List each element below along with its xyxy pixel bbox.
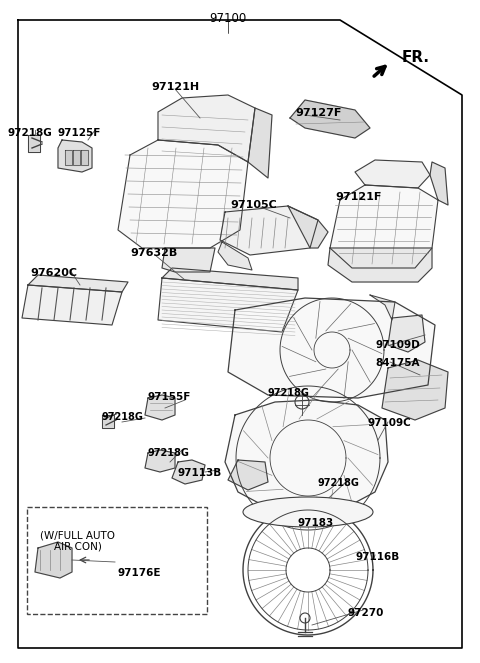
Polygon shape (228, 298, 435, 398)
Polygon shape (162, 268, 298, 290)
Text: 97218G: 97218G (8, 128, 52, 138)
Text: 97218G: 97218G (148, 448, 190, 458)
Polygon shape (158, 95, 255, 162)
Polygon shape (145, 395, 175, 420)
Polygon shape (28, 135, 40, 152)
Text: 97105C: 97105C (230, 200, 277, 210)
Polygon shape (228, 460, 268, 490)
Polygon shape (73, 150, 80, 165)
Text: 97109D: 97109D (375, 340, 420, 350)
Text: 97109C: 97109C (368, 418, 412, 428)
Polygon shape (288, 206, 328, 248)
Polygon shape (102, 415, 114, 428)
Polygon shape (118, 140, 248, 248)
Polygon shape (355, 160, 430, 188)
Polygon shape (58, 140, 92, 172)
Polygon shape (388, 315, 425, 352)
Text: 97121H: 97121H (151, 82, 199, 92)
Text: 97113B: 97113B (178, 468, 222, 478)
Ellipse shape (243, 497, 373, 527)
Polygon shape (382, 360, 448, 420)
Polygon shape (220, 206, 318, 255)
Polygon shape (65, 150, 72, 165)
Polygon shape (290, 100, 370, 138)
Text: 97620C: 97620C (30, 268, 77, 278)
Text: 97218G: 97218G (102, 412, 144, 422)
Polygon shape (370, 295, 395, 320)
Text: 97121F: 97121F (335, 192, 382, 202)
Polygon shape (22, 285, 122, 325)
Text: 97127F: 97127F (295, 108, 341, 118)
FancyBboxPatch shape (27, 507, 207, 614)
Polygon shape (145, 450, 175, 472)
Text: 97155F: 97155F (148, 392, 192, 402)
Polygon shape (225, 400, 388, 512)
Text: 97183: 97183 (298, 518, 334, 528)
Polygon shape (172, 460, 205, 484)
Text: 97218G: 97218G (318, 478, 360, 488)
Polygon shape (158, 278, 298, 332)
Text: 97100: 97100 (209, 12, 247, 25)
Text: (W/FULL AUTO
AIR CON): (W/FULL AUTO AIR CON) (40, 530, 116, 552)
Text: 97218G: 97218G (268, 388, 310, 398)
Polygon shape (430, 162, 448, 205)
Text: 97270: 97270 (348, 608, 384, 618)
Polygon shape (330, 185, 438, 268)
Text: 97116B: 97116B (355, 552, 399, 562)
Polygon shape (35, 542, 72, 578)
Polygon shape (28, 275, 128, 292)
Polygon shape (328, 248, 432, 282)
Polygon shape (218, 242, 252, 270)
Polygon shape (162, 248, 215, 272)
Text: 97176E: 97176E (118, 568, 161, 578)
Polygon shape (248, 108, 272, 178)
Text: FR.: FR. (402, 50, 430, 66)
Polygon shape (81, 150, 88, 165)
Text: 97125F: 97125F (58, 128, 101, 138)
Text: 97632B: 97632B (130, 248, 177, 258)
Text: 84175A: 84175A (375, 358, 420, 368)
